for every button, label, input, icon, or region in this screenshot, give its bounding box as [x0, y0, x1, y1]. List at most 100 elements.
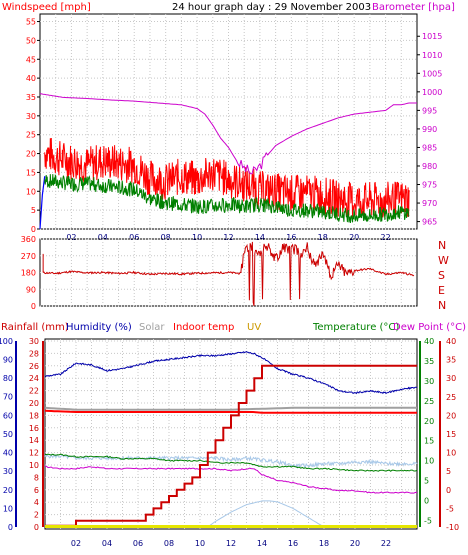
temperature-tick-label: 20: [424, 417, 434, 426]
compass-label: S: [438, 269, 445, 282]
barometer-axis-title: Barometer [hpa]: [372, 2, 455, 13]
direction-tick-label: 270: [21, 252, 36, 261]
dewpoint-tick-label: 25: [446, 393, 456, 402]
temperature-tick-label: 15: [424, 437, 434, 446]
compass-label: E: [438, 284, 445, 297]
barometer-series: [39, 93, 417, 175]
temperature-tick-label: 5: [424, 477, 429, 486]
dewpoint-tick-label: 15: [446, 430, 456, 439]
barometer-tick-label: 990: [422, 125, 437, 134]
direction-tick-label: 0: [31, 302, 36, 311]
hour-tick-label: 14: [257, 539, 267, 548]
rain-tick-label: 14: [29, 436, 39, 445]
barometer-tick-label: 1010: [422, 51, 442, 60]
legend-label: Solar: [139, 322, 165, 333]
dewpoint-tick-label: 20: [446, 411, 456, 420]
barometer-tick-label: 985: [422, 143, 437, 152]
humidity-tick-label: 30: [3, 467, 13, 476]
hour-tick-label: 14: [255, 233, 265, 242]
indoor-temp-series: [44, 409, 417, 414]
legend-label: UV: [247, 322, 261, 333]
dewpoint-tick-label: 0: [446, 486, 451, 495]
rain-tick-label: 8: [34, 473, 39, 482]
humidity-tick-label: 60: [3, 411, 13, 420]
wind-tick-label: 20: [26, 150, 36, 159]
wind-tick-label: 10: [26, 187, 36, 196]
rain-tick-label: 16: [29, 424, 39, 433]
compass-label: W: [438, 254, 449, 267]
temperature-series: [44, 453, 418, 472]
solar-series: [44, 406, 417, 411]
humidity-tick-label: 20: [3, 486, 13, 495]
rain-tick-label: 2: [34, 511, 39, 520]
barometer-tick-label: 1015: [422, 32, 442, 41]
direction-tick-label: 90: [26, 285, 36, 294]
dewpoint-tick-label: 30: [446, 374, 456, 383]
wind-tick-label: 25: [26, 131, 36, 140]
rainfall-series: [45, 364, 417, 527]
barometer-tick-label: 975: [422, 181, 437, 190]
hour-tick-label: 22: [380, 233, 390, 242]
humidity-tick-label: 10: [3, 504, 13, 513]
rain-tick-label: 0: [34, 523, 39, 532]
barometer-tick-label: 970: [422, 199, 437, 208]
legend-label: Rainfall (mm): [1, 322, 69, 333]
dewpoint-tick-label: 10: [446, 449, 456, 458]
humidity-tick-label: 80: [3, 374, 13, 383]
hour-tick-label: 06: [129, 233, 139, 242]
hour-tick-label: 20: [349, 233, 359, 242]
wind-average-series: [44, 173, 410, 223]
temperature-tick-label: 25: [424, 397, 434, 406]
temperature-tick-label: 10: [424, 457, 434, 466]
barometer-tick-label: 1000: [422, 88, 442, 97]
hour-tick-label: 16: [286, 233, 296, 242]
barometer-tick-label: 965: [422, 218, 437, 227]
compass-label: N: [438, 299, 446, 312]
rain-tick-label: 30: [29, 337, 39, 346]
hour-tick-label: 20: [350, 539, 360, 548]
legend-label: Humidity (%): [66, 322, 132, 333]
rain-tick-label: 24: [29, 374, 39, 383]
hour-tick-label: 08: [161, 233, 171, 242]
dewpoint-tick-label: -5: [446, 504, 454, 513]
hour-tick-label: 18: [318, 233, 328, 242]
rain-tick-label: 4: [34, 498, 39, 507]
wind-tick-label: 40: [26, 74, 36, 83]
direction-tick-label: 360: [21, 235, 36, 244]
wind-tick-label: 35: [26, 93, 36, 102]
humidity-tick-label: 40: [3, 449, 13, 458]
dewpoint-tick-label: -10: [446, 523, 459, 532]
temperature-tick-label: 40: [424, 337, 434, 346]
hour-tick-label: 12: [223, 233, 233, 242]
wind-tick-label: 15: [26, 168, 36, 177]
wind-axis-title: Windspeed [mph]: [2, 2, 91, 13]
legend-label: Dew Point (°C): [393, 322, 466, 333]
wind-direction-series: [42, 241, 415, 307]
temperature-tick-label: 30: [424, 377, 434, 386]
hour-tick-label: 10: [195, 539, 205, 548]
dewpoint-tick-label: 5: [446, 467, 451, 476]
dewpoint-tick-label: 40: [446, 337, 456, 346]
light-blue-series: [44, 453, 418, 469]
compass-label: N: [438, 239, 446, 252]
humidity-tick-label: 70: [3, 393, 13, 402]
wind-tick-label: 45: [26, 55, 36, 64]
dewpoint-tick-label: 35: [446, 356, 456, 365]
humidity-tick-label: 0: [8, 523, 13, 532]
rain-tick-label: 6: [34, 486, 39, 495]
temperature-tick-label: 35: [424, 357, 434, 366]
hour-tick-label: 02: [71, 539, 81, 548]
rain-tick-label: 18: [29, 411, 39, 420]
chart-title: 24 hour graph day : 29 November 2003: [172, 2, 371, 13]
barometer-tick-label: 980: [422, 162, 437, 171]
hour-tick-label: 04: [102, 539, 112, 548]
temperature-tick-label: -5: [424, 517, 432, 526]
direction-tick-label: 180: [21, 269, 36, 278]
wind-tick-label: 30: [26, 112, 36, 121]
wind-tick-label: 55: [26, 18, 36, 27]
rain-tick-label: 28: [29, 349, 39, 358]
hour-tick-label: 08: [164, 539, 174, 548]
wind-tick-label: 50: [26, 36, 36, 45]
wind-tick-label: 5: [31, 206, 36, 215]
